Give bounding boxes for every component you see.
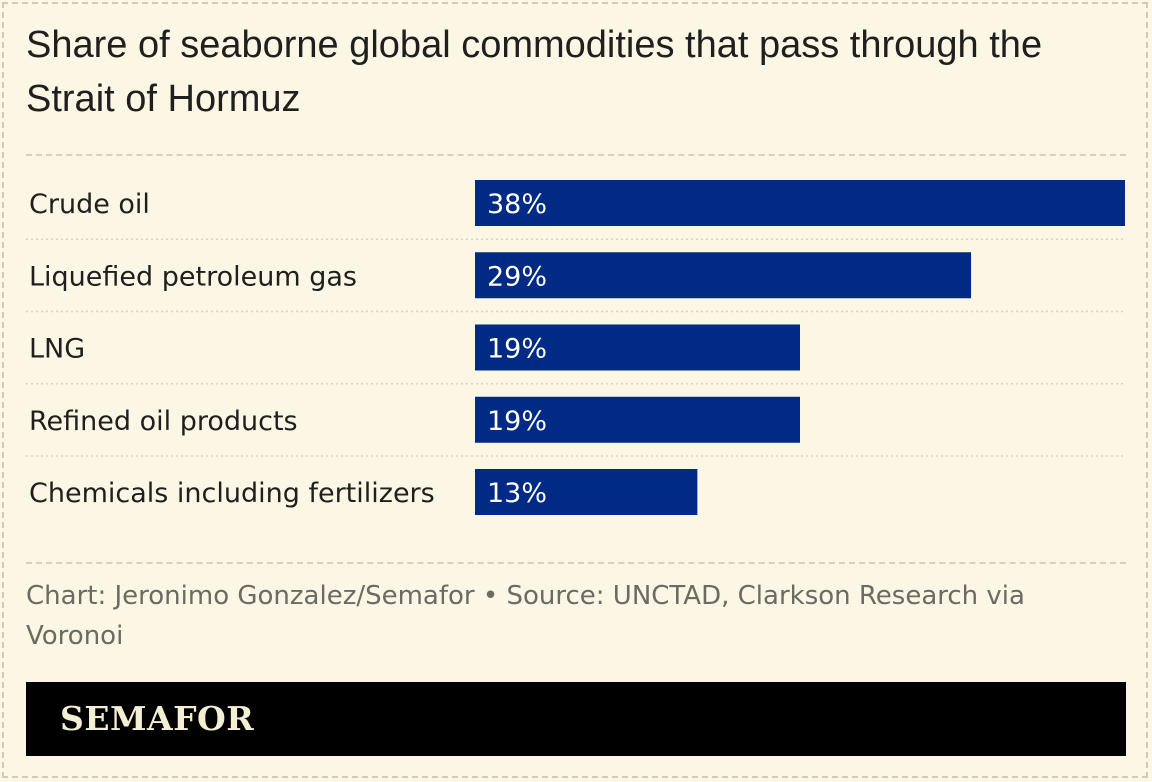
- top-divider: [26, 154, 1126, 156]
- value-label: 29%: [487, 261, 547, 292]
- bar: [475, 469, 698, 515]
- value-label: 38%: [487, 189, 547, 220]
- source-note: Chart: Jeronimo Gonzalez/Semafor • Sourc…: [26, 581, 1025, 651]
- category-label: LNG: [29, 334, 85, 365]
- bar: [475, 324, 800, 371]
- bar: [475, 396, 800, 443]
- category-label: Refined oil products: [29, 406, 298, 437]
- value-label: 19%: [487, 406, 547, 437]
- bottom-divider: [26, 562, 1126, 564]
- value-label: 19%: [487, 334, 547, 365]
- category-label: Crude oil: [29, 189, 150, 220]
- value-label: 13%: [487, 478, 547, 509]
- bar-chart: Crude oil 38% Liquefied petroleum gas 29% LN…: [26, 180, 1126, 515]
- chart-title: Share of seaborne global commodities tha…: [26, 24, 1043, 120]
- category-label: Liquefied petroleum gas: [29, 261, 357, 292]
- semafor-logo: SEMAFOR: [60, 699, 255, 738]
- bar: [475, 180, 1125, 226]
- bar: [475, 252, 972, 299]
- footer-bar: SEMAFOR: [26, 682, 1126, 756]
- category-label: Chemicals including fertilizers: [29, 478, 435, 509]
